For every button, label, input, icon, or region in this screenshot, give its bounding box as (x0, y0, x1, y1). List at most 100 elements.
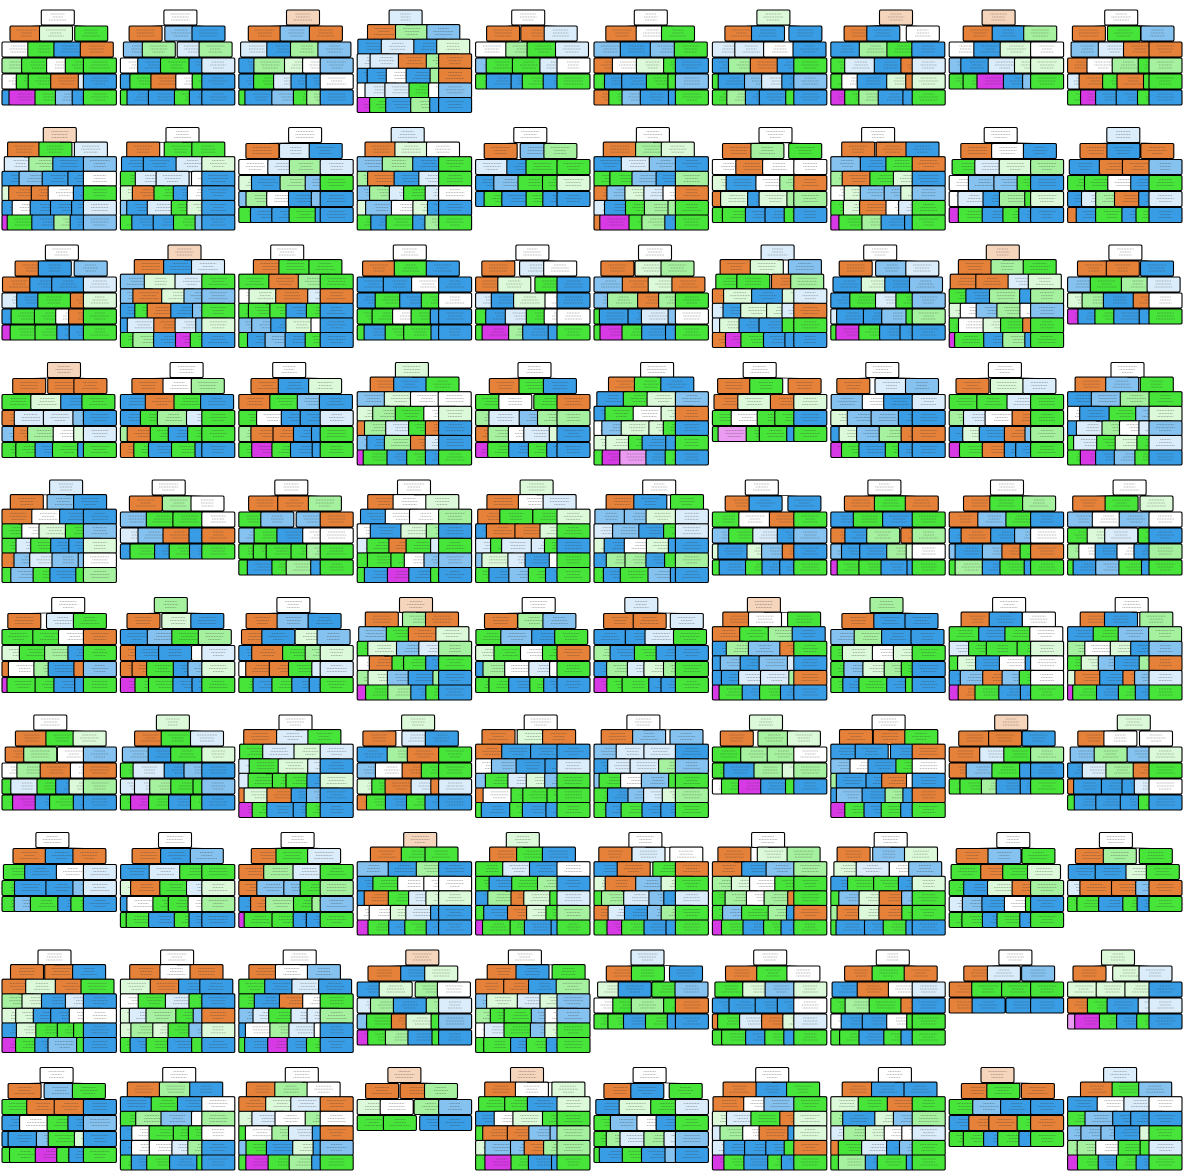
tree-39-split-node (976, 393, 1011, 411)
tree-6-split-node (674, 57, 709, 74)
tree-59-split-node (1030, 640, 1065, 657)
tree-52-root-node (153, 596, 188, 614)
tree-84-split-node (424, 965, 459, 982)
tree-12-split-node (201, 170, 236, 187)
tree-86-split-node (617, 981, 652, 998)
tree-51-split-node (72, 612, 107, 630)
tree-13-split-node (278, 142, 314, 160)
tree-38-split-node (836, 377, 871, 395)
tree-84-leaf-node (438, 1029, 473, 1046)
tree-1-root-node (40, 9, 75, 26)
tree-93-split-node (274, 1110, 309, 1127)
tree-42-leaf-node (201, 543, 236, 560)
tree-85-split-node (551, 964, 586, 981)
tree-56-split-node (632, 612, 667, 630)
tree-40-split-node (1148, 391, 1183, 408)
tree-74-leaf-node (438, 919, 473, 936)
tree-20-split-node (1140, 142, 1175, 160)
tree-63 (238, 714, 354, 819)
tree-81-split-node (82, 1022, 117, 1039)
tree-17-split-node (750, 142, 785, 160)
tree-54 (356, 596, 473, 701)
tree-70-leaf-node (1148, 794, 1183, 811)
tree-3-split-node (319, 57, 354, 74)
tree-35-split-node (498, 393, 533, 411)
tree-40-split-node (1119, 391, 1154, 408)
tree-69-root-node (994, 714, 1029, 731)
tree-91-root-node (39, 1066, 74, 1084)
tree-2-split-node (201, 73, 236, 90)
tree-61-split-node (23, 746, 58, 763)
tree-77-root-node (751, 831, 786, 849)
tree-88-split-node (871, 965, 906, 982)
tree-72-leaf-node (201, 911, 236, 929)
tree-30-split-node (1076, 260, 1112, 277)
tree-23-split-node (275, 288, 310, 305)
tree-37-split-node (737, 393, 772, 411)
tree-71-split-node (82, 863, 117, 881)
tree-67-split-node (786, 730, 821, 747)
tree-39-split-node (955, 377, 990, 395)
tree-34-split-node (438, 434, 473, 451)
tree-85-split-node (556, 1007, 591, 1024)
tree-66-split-node (600, 729, 635, 746)
tree-32-split-node (190, 377, 225, 395)
tree-39 (948, 361, 1065, 459)
tree-11-split-node (82, 185, 117, 202)
tree-40-split-node (1148, 405, 1183, 422)
tree-3-split-node (247, 25, 282, 42)
tree-67-split-node (793, 762, 828, 779)
tree-23-split-node (268, 273, 303, 290)
tree-11-split-node (38, 141, 73, 158)
tree-9 (948, 9, 1065, 90)
tree-73-split-node (319, 895, 354, 913)
tree-58-split-node (911, 660, 946, 678)
tree-53-split-node (316, 628, 351, 646)
tree-1 (1, 9, 117, 106)
tree-91-split-node (7, 1082, 42, 1100)
tree-40-split-node (1074, 376, 1109, 393)
tree-6-split-node (619, 41, 654, 58)
tree-70-split-node (1148, 746, 1183, 763)
tree-13-leaf-node (319, 206, 354, 224)
tree-72-split-node (201, 863, 236, 881)
tree-18-split-node (841, 141, 876, 158)
tree-21-leaf-node (82, 324, 117, 341)
tree-15-root-node (513, 126, 548, 144)
tree-79-split-node (955, 847, 990, 865)
tree-60 (1067, 596, 1183, 701)
tree-21-split-node (51, 276, 86, 293)
tree-35-split-node (542, 377, 577, 395)
tree-75-split-node (556, 904, 591, 921)
tree-37-split-node (717, 377, 752, 395)
tree-25-split-node (556, 276, 591, 293)
tree-30 (1067, 244, 1183, 325)
tree-54-leaf-node (438, 684, 473, 701)
tree-30-root-node (1108, 244, 1143, 261)
tree-47-root-node (744, 479, 779, 496)
tree-41-split-node (82, 537, 117, 554)
tree-14-split-node (364, 141, 399, 158)
tree-22-root-node (167, 244, 202, 261)
tree-47-leaf-node (793, 559, 828, 576)
tree-59-split-node (1021, 611, 1056, 628)
tree-62-split-node (201, 778, 236, 795)
tree-15-split-node (556, 158, 591, 176)
tree-45-split-node (556, 537, 591, 554)
tree-68-split-node (872, 729, 907, 746)
tree-81-split-node (80, 978, 115, 995)
tree-76-split-node (616, 861, 651, 878)
tree-29-split-node (990, 259, 1025, 276)
tree-40-split-node (1148, 434, 1183, 451)
tree-2-split-node (141, 41, 176, 58)
tree-76-split-node (674, 861, 709, 878)
tree-17-root-node (758, 126, 793, 144)
tree-46-split-node (674, 523, 709, 540)
tree-77-split-node (786, 846, 821, 863)
tree-44 (356, 479, 473, 584)
tree-92-split-node (189, 1081, 224, 1098)
tree-46-split-node (594, 508, 629, 525)
tree-35-split-node (556, 425, 591, 443)
tree-84-split-node (367, 965, 402, 982)
tree-11-split-node (82, 156, 117, 173)
